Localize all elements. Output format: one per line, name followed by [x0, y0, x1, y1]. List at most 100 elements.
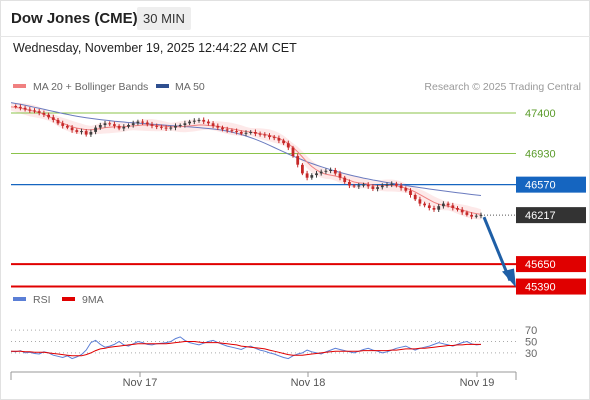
- rsi-legend-swatch: [13, 297, 26, 301]
- candle-body: [51, 117, 55, 120]
- candle-body: [362, 184, 365, 186]
- ma20-line: [10, 106, 482, 215]
- candle-body: [150, 124, 154, 126]
- candle-body: [131, 123, 135, 125]
- candle-body: [211, 123, 215, 126]
- candle-body: [357, 185, 361, 187]
- rsi-ma-legend-swatch: [62, 297, 75, 301]
- rsi-tick-50: 50: [525, 337, 537, 349]
- ma50-legend-label: MA 50: [175, 81, 205, 93]
- candle-body: [442, 203, 445, 207]
- candle-body: [427, 205, 431, 208]
- price-levels: [11, 112, 516, 288]
- candle-body: [286, 143, 290, 148]
- rsi-tick-70: 70: [525, 325, 537, 337]
- candle-body: [413, 195, 417, 200]
- candle-body: [282, 140, 285, 144]
- candle-body: [446, 203, 450, 206]
- candle-body: [239, 132, 243, 134]
- candle-body: [75, 130, 79, 132]
- candle-body: [117, 125, 121, 129]
- candle-body: [249, 132, 253, 133]
- chart-header: Dow Jones (CME) 30 MIN: [0, 0, 590, 37]
- support-tag-4: [516, 278, 586, 295]
- candle-body: [474, 215, 478, 217]
- x-tick-label: Nov 19: [460, 377, 495, 389]
- x-tick-label: Nov 17: [123, 377, 158, 389]
- symbol-title: Dow Jones (CME): [11, 10, 138, 27]
- candle-body: [98, 125, 102, 128]
- candle-body: [310, 175, 314, 178]
- rsi-legend-label: RSI: [33, 294, 51, 306]
- bollinger-band: [11, 102, 481, 220]
- candle-body: [155, 125, 159, 127]
- support-label-4: 45390: [525, 282, 556, 294]
- candle-body: [197, 119, 201, 121]
- candle-body: [291, 147, 295, 157]
- candle-body: [395, 183, 398, 186]
- candle-body: [14, 106, 18, 107]
- candle-body: [418, 199, 422, 204]
- candle-body: [122, 126, 126, 129]
- candle-body: [160, 126, 163, 128]
- candle-body: [423, 203, 426, 206]
- candle-body: [319, 171, 323, 174]
- candle-body: [225, 129, 229, 131]
- candle-body: [437, 206, 441, 210]
- candle-body: [409, 190, 412, 195]
- candle-body: [451, 205, 455, 208]
- candle-body: [301, 164, 304, 174]
- candle-body: [192, 120, 196, 122]
- candle-body: [329, 170, 332, 171]
- candle-body: [404, 188, 408, 191]
- candle-body: [371, 186, 375, 189]
- last-price-label: 46217: [525, 210, 556, 222]
- candle-body: [42, 113, 46, 115]
- pivot-tag: [516, 176, 586, 193]
- candle-body: [258, 133, 262, 135]
- candle-body: [221, 127, 224, 130]
- candle-body: [277, 138, 281, 141]
- candle-body: [272, 137, 276, 139]
- pivot-label: 46570: [525, 180, 556, 192]
- candle-body: [70, 127, 74, 131]
- candle-body: [174, 125, 177, 128]
- candle-body: [47, 114, 50, 118]
- interval-selector[interactable]: 30 MIN: [137, 7, 191, 30]
- x-axis-ticks: Nov 17 Nov 18 Nov 19: [123, 372, 495, 389]
- forecast-arrow-shaft: [482, 216, 512, 282]
- candle-body: [385, 184, 389, 186]
- candle-body: [263, 134, 267, 136]
- candle-body: [254, 132, 257, 134]
- candle-body: [89, 132, 93, 135]
- forecast-arrow-head: [502, 268, 516, 288]
- candle-body: [188, 121, 191, 124]
- candle-body: [348, 182, 351, 186]
- support-tag-3: [516, 256, 586, 273]
- candle-body: [178, 125, 182, 126]
- timestamp: Wednesday, November 19, 2025 12:44:22 AM…: [13, 41, 297, 55]
- candle-body: [432, 208, 436, 210]
- credit-text: Research © 2025 Trading Central: [424, 81, 581, 93]
- candle-body: [113, 124, 116, 126]
- candle-body: [28, 109, 32, 111]
- candle-body: [84, 131, 88, 135]
- candle-body: [66, 125, 69, 128]
- candle-body: [333, 170, 337, 174]
- candle-body: [460, 209, 464, 213]
- ma20-legend-swatch: [13, 84, 26, 88]
- candle-body: [136, 121, 140, 124]
- candle-body: [164, 127, 168, 129]
- candle-body: [305, 173, 309, 178]
- bollinger-band-area: [11, 102, 481, 220]
- ma50-line: [10, 102, 482, 196]
- last-price-tag: [516, 207, 586, 224]
- candle-body: [108, 123, 112, 125]
- ma50-legend-swatch: [156, 84, 169, 88]
- candle-body: [338, 173, 342, 178]
- candle-body: [380, 185, 384, 188]
- candle-body: [470, 214, 473, 217]
- candle-body: [61, 123, 65, 126]
